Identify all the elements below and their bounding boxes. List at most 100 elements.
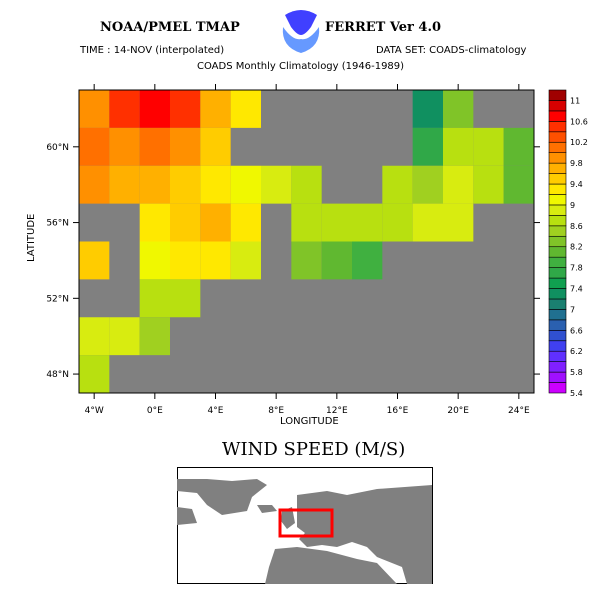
heatmap-cell [291,165,322,204]
heatmap-cell [200,165,231,204]
colorbar-box [548,371,567,383]
heatmap-cell [503,127,534,166]
plot-frame [78,89,535,394]
wind-speed-map: 4°W 0°E 4°E 8°E 12°E 16°E 20°E 24°E 48°N 52°N 56°N… [46,84,588,416]
colorbar-box [548,382,567,394]
colorbar-box [548,350,567,362]
colorbar-box [548,309,567,321]
heatmap-cell [79,355,110,393]
inset-world-map [177,467,433,584]
heatmap-cell [473,127,504,166]
y-tick-label: 52°N [46,294,69,304]
colorbar-box [548,361,567,373]
time-label: TIME : 14-NOV (interpolated) [80,45,225,56]
x-tick-label: 4°E [208,406,224,416]
colorbar-label: 7.4 [570,285,583,294]
colorbar-box [548,235,567,248]
dataset-label: DATA SET: COADS-climatology [376,45,527,56]
colorbar-box [548,141,567,153]
colorbar-box [548,340,567,352]
heatmap-cell [230,90,261,128]
colorbar-box [548,194,567,206]
x-tick-label: 16°E [387,406,409,416]
heatmap-cell [139,90,170,128]
heatmap-cell [79,165,110,204]
heatmap-cell [139,203,170,242]
heatmap-cell [109,317,140,356]
heatmap-cell [200,90,231,128]
heatmap-cell [200,127,231,166]
colorbar-label: 8.6 [570,222,583,231]
heatmap-cell [230,203,261,242]
colorbar-box [548,89,567,101]
heatmap-cell [412,203,443,242]
colorbar-label: 10.2 [570,138,588,147]
y-tick-label: 60°N [46,143,69,153]
x-tick-label: 20°E [447,406,469,416]
colorbar-box [548,267,567,279]
x-tick-label: 4°W [85,406,104,416]
colorbar-label: 9.4 [570,180,583,189]
colorbar-box [548,277,567,289]
colorbar-label: 9.8 [570,159,583,168]
colorbar-label: 11 [570,96,580,105]
heatmap-cell [321,241,352,280]
chart-title: WIND SPEED (M/S) [222,439,406,460]
heatmap-cell [139,241,170,280]
heatmap-cell [473,165,504,204]
heatmap-cell [230,241,261,280]
colorbar-box [548,100,567,112]
colorbar-box [548,215,567,227]
colorbar-label: 7.8 [570,264,583,273]
colorbar-label: 6.6 [570,326,583,335]
heatmap-cell [352,241,383,280]
colorbar-label: 9 [570,201,575,210]
heatmap-cell [109,90,140,128]
colorbar-box [548,246,567,258]
colorbar-box [548,204,567,216]
colorbar-box [548,162,567,174]
heatmap-cell [170,127,201,166]
subtitle: COADS Monthly Climatology (1946-1989) [197,61,405,72]
heatmap-cell [79,127,110,166]
heatmap-cell [291,203,322,242]
title-left: NOAA/PMEL TMAP [100,20,240,35]
heatmap-cell [170,241,201,280]
colorbar-box [548,288,567,300]
colorbar-box [548,298,567,310]
y-axis-label: LATITUDE [26,213,37,262]
colorbar-box [548,121,567,133]
colorbar-box [548,131,567,143]
x-tick-label: 12°E [326,406,348,416]
heatmap-cell [503,165,534,204]
colorbar-box [548,225,567,237]
heatmap-cell [79,90,110,128]
x-tick-label: 24°E [508,406,530,416]
heatmap-cell [443,127,474,166]
x-axis-label: LONGITUDE [280,416,339,427]
colorbar-label: 10.6 [570,117,588,126]
heatmap-cell [170,165,201,204]
heatmap-cell [412,90,443,128]
colorbar-label: 7 [570,305,575,314]
heatmap-cell [139,279,170,318]
colorbar-box [548,256,567,268]
heatmap-cell [139,165,170,204]
x-tick-label: 8°E [268,406,284,416]
heatmap-cell [291,241,322,280]
heatmap-cell [412,165,443,204]
colorbar-box [548,173,567,185]
heatmap-cell [109,127,140,166]
y-tick-label: 56°N [46,219,69,229]
heatmap-cell [79,317,110,356]
colorbar-label: 8.2 [570,243,583,252]
colorbar-label: 5.8 [570,368,583,377]
heatmap-cell [139,127,170,166]
colorbar-label: 6.2 [570,347,583,356]
colorbar-box [548,183,567,195]
y-tick-label: 48°N [46,370,69,380]
title-right: FERRET Ver 4.0 [325,20,442,35]
heatmap-cell [230,165,261,204]
heatmap-cell [321,203,352,242]
